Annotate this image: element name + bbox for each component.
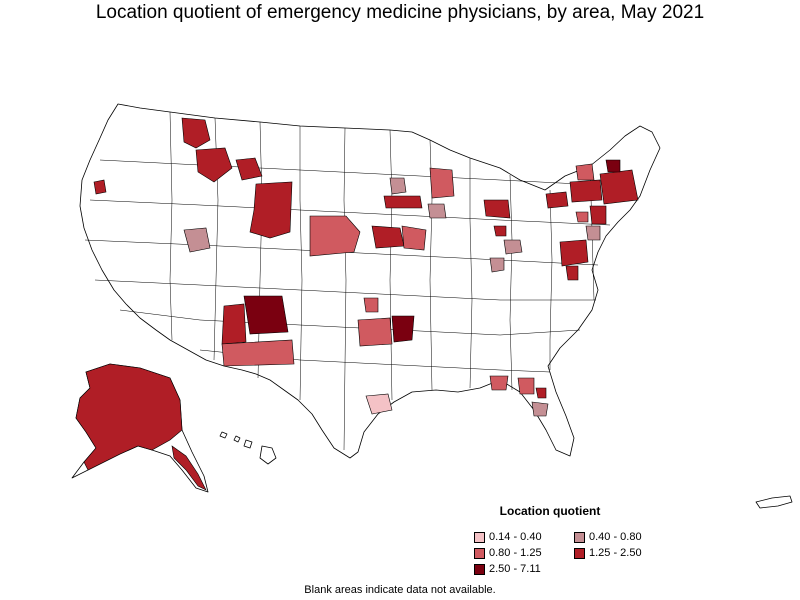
area-shaded <box>391 315 415 343</box>
area-shaded <box>429 167 455 199</box>
area-shaded <box>489 257 505 273</box>
legend-item: 0.40 - 0.80 <box>574 530 642 544</box>
legend-item: 0.80 - 1.25 <box>474 546 542 560</box>
legend-swatch <box>574 531 585 543</box>
area-shaded <box>195 147 233 183</box>
area-shaded <box>605 159 621 173</box>
area-shaded <box>389 177 407 195</box>
legend-label: 0.80 - 1.25 <box>489 547 542 559</box>
area-shaded <box>569 179 603 203</box>
legend-title: Location quotient <box>499 504 601 518</box>
area-shaded <box>401 225 427 251</box>
area-shaded <box>565 265 579 281</box>
area-shaded <box>575 163 595 181</box>
legend-swatch <box>474 563 485 575</box>
area-shaded <box>75 363 183 471</box>
puerto-rico-outline <box>755 495 793 509</box>
hawaii-island <box>233 435 241 443</box>
area-shaded <box>545 191 569 209</box>
area-shaded <box>585 225 601 241</box>
area-shaded <box>309 215 361 257</box>
legend-item: 2.50 - 7.11 <box>474 562 541 576</box>
legend-swatch <box>474 531 485 543</box>
hawaii-island <box>243 439 253 449</box>
area-shaded <box>503 239 523 255</box>
legend-label: 0.14 - 0.40 <box>489 531 542 543</box>
area-shaded <box>171 445 207 491</box>
area-shaded <box>531 401 549 417</box>
area-shaded <box>221 303 247 345</box>
legend-item: 1.25 - 2.50 <box>574 546 642 560</box>
area-shaded <box>427 203 447 219</box>
legend-swatch <box>574 547 585 559</box>
area-shaded <box>235 157 263 181</box>
area-shaded <box>365 393 393 415</box>
area-shaded <box>383 195 423 209</box>
area-shaded <box>93 179 107 195</box>
footnote: Blank areas indicate data not available. <box>304 584 496 596</box>
legend-label: 2.50 - 7.11 <box>489 563 541 575</box>
area-shaded <box>221 339 295 367</box>
area-shaded <box>363 297 379 313</box>
hawaii-island <box>219 431 228 439</box>
area-shaded <box>357 317 393 347</box>
area-shaded <box>517 377 535 395</box>
area-shaded <box>243 295 289 335</box>
legend-label: 1.25 - 2.50 <box>589 547 642 559</box>
legend-swatch <box>474 547 485 559</box>
legend-label: 0.40 - 0.80 <box>589 531 642 543</box>
area-shaded <box>589 205 607 225</box>
area-shaded <box>183 227 211 253</box>
legend-item: 0.14 - 0.40 <box>474 530 542 544</box>
area-shaded <box>575 211 589 223</box>
area-shaded <box>371 225 405 249</box>
area-shaded <box>249 181 293 239</box>
area-shaded <box>559 239 589 267</box>
map-title: Location quotient of emergency medicine … <box>95 2 705 23</box>
area-shaded <box>483 199 511 219</box>
hawaii-island <box>259 445 277 465</box>
area-shaded <box>493 225 507 237</box>
area-shaded <box>489 375 509 391</box>
contiguous-us-outline <box>79 103 661 459</box>
area-shaded <box>181 117 211 149</box>
area-shaded <box>535 387 547 399</box>
area-shaded <box>599 169 639 205</box>
